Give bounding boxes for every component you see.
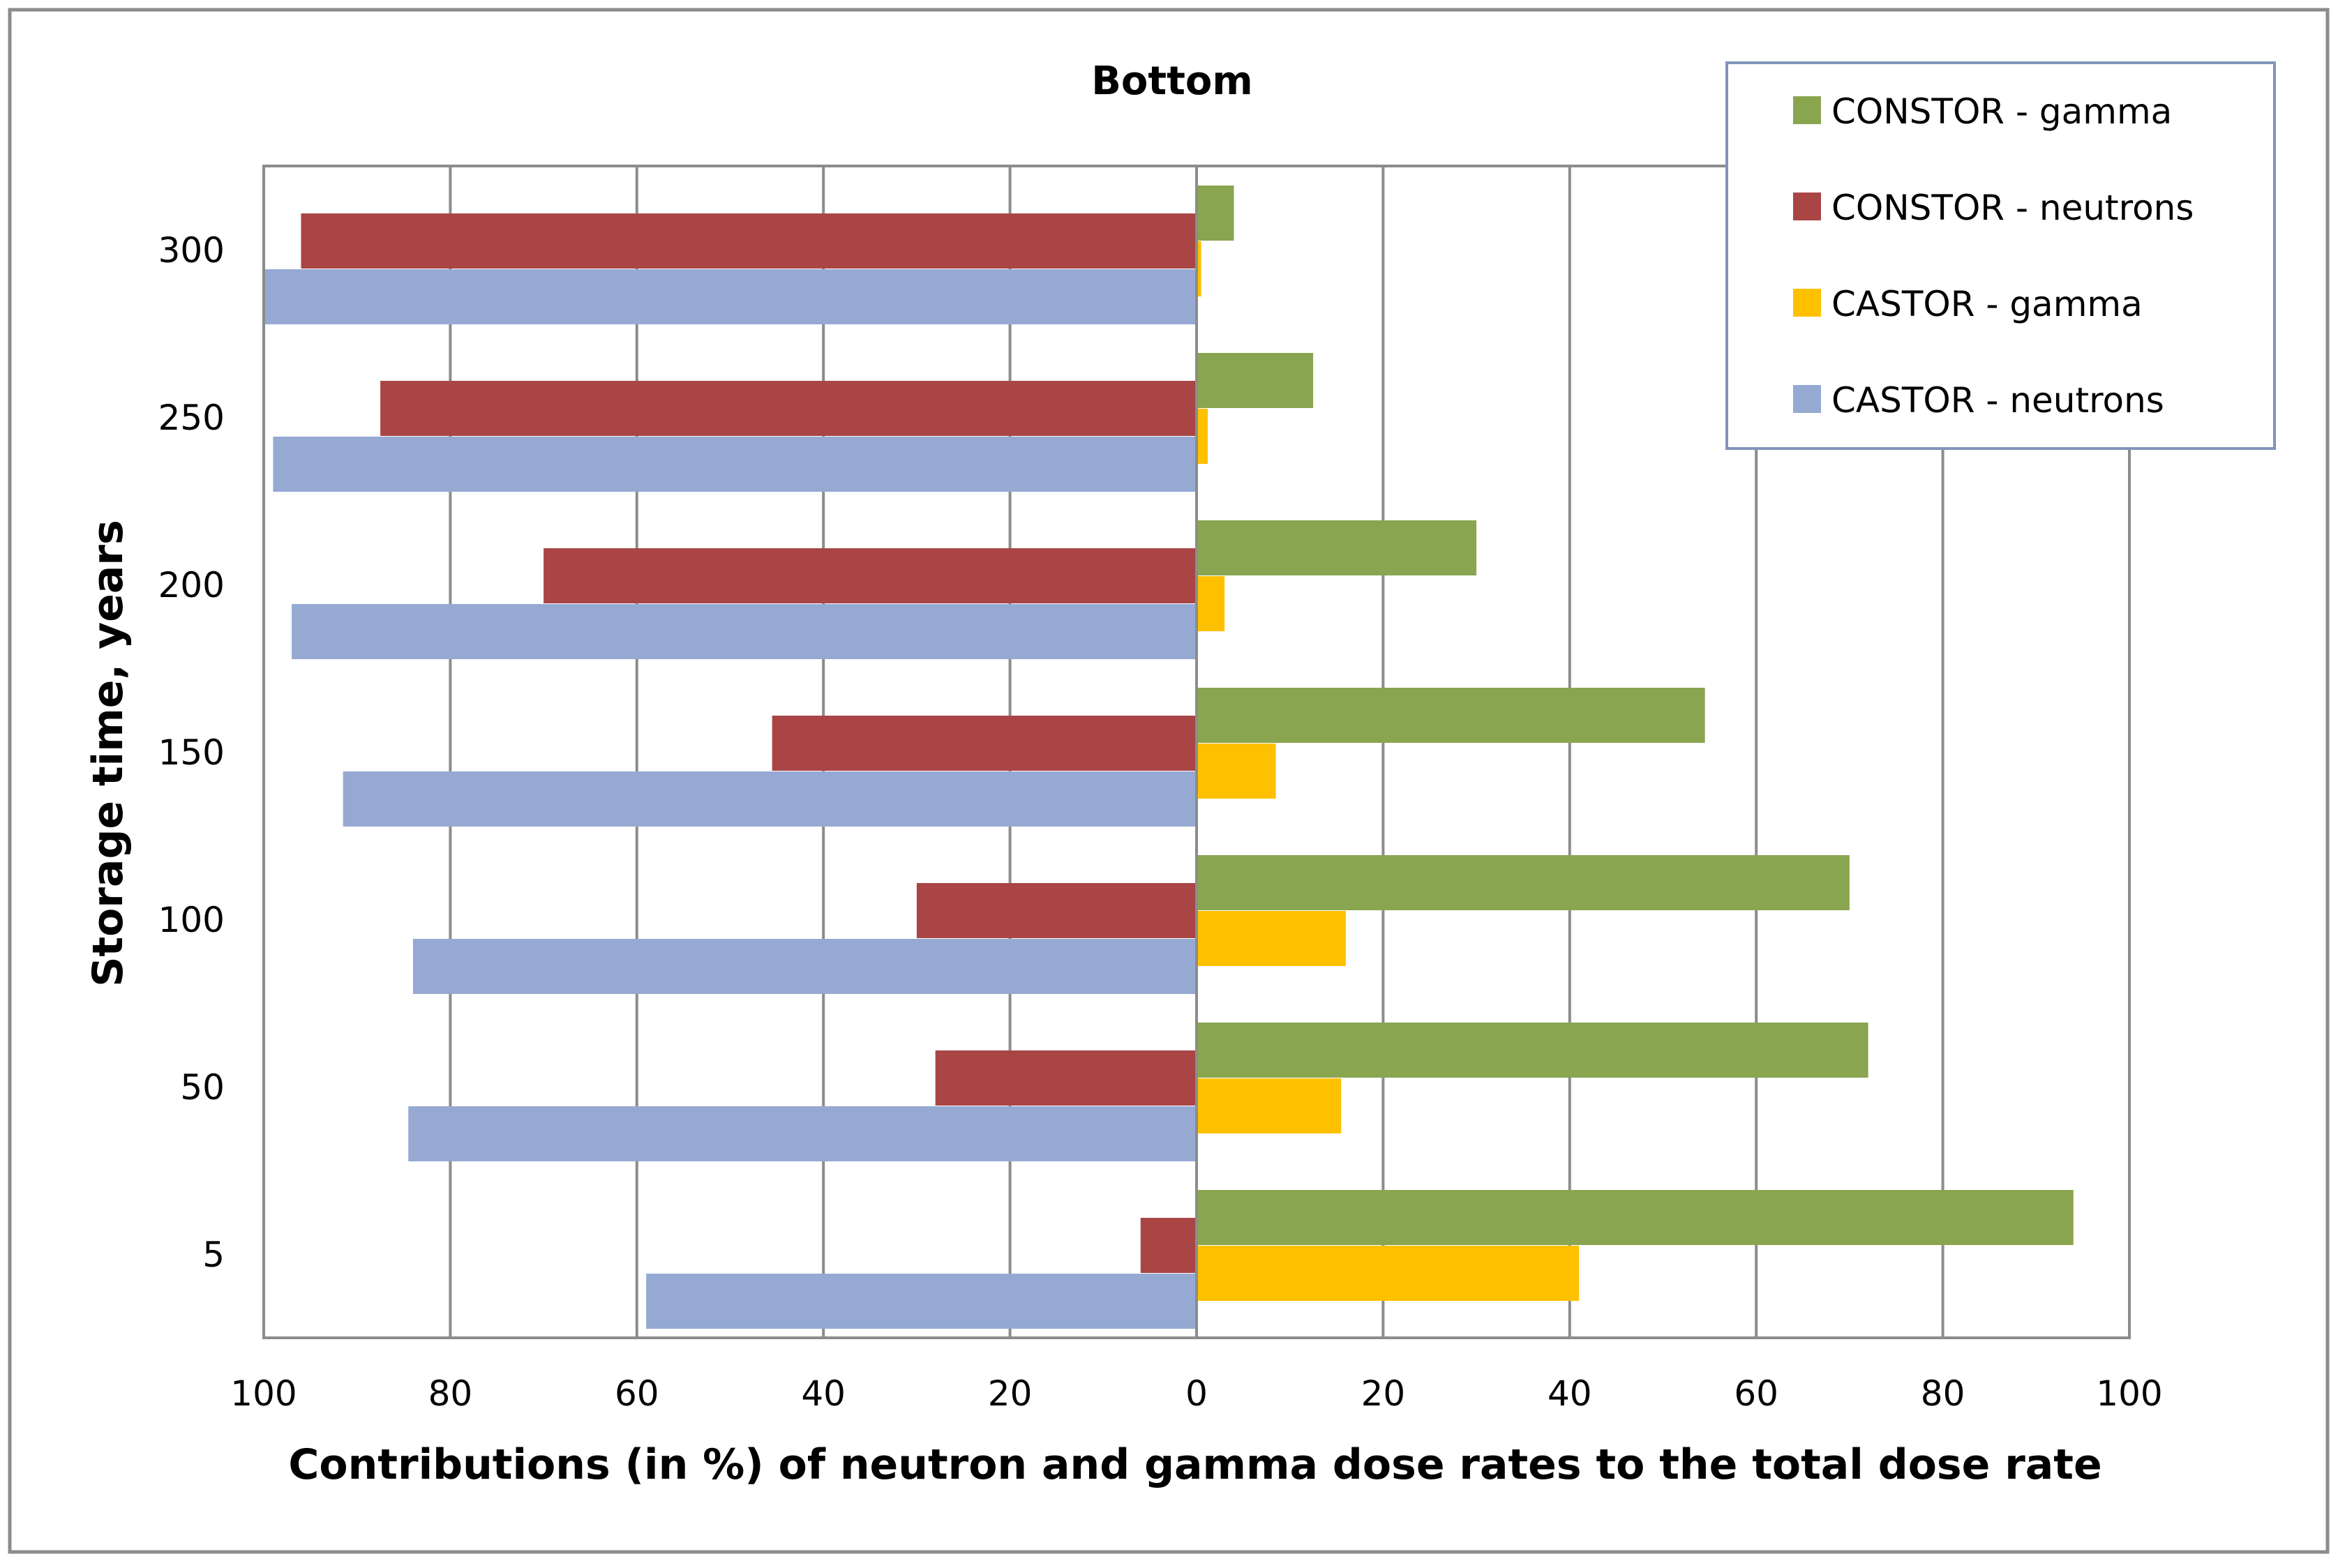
legend-swatch <box>1793 385 1821 413</box>
x-axis-title: Contributions (in %) of neutron and gamm… <box>288 1440 2101 1489</box>
legend-label: CASTOR - neutrons <box>1831 380 2164 421</box>
bar-castor-neutrons <box>273 437 1197 492</box>
y-tick-label: 5 <box>202 1235 225 1275</box>
y-tick-label: 100 <box>158 900 225 940</box>
y-tick-label: 150 <box>158 732 225 773</box>
bar-castor-neutrons <box>408 1106 1197 1161</box>
legend-swatch <box>1793 289 1821 317</box>
legend-swatch <box>1793 96 1821 124</box>
bar-constor-gamma <box>1197 520 1477 575</box>
y-tick-label: 250 <box>158 398 225 438</box>
bar-castor-gamma <box>1197 241 1201 296</box>
legend-swatch <box>1793 193 1821 220</box>
bar-constor-gamma <box>1197 1023 1868 1078</box>
y-tick-label: 200 <box>158 565 225 605</box>
bar-castor-gamma <box>1197 744 1276 799</box>
legend: CONSTOR - gamma CONSTOR - neutrons CASTOR … <box>1725 61 2276 450</box>
x-tick-label: 80 <box>428 1373 473 1414</box>
legend-label: CASTOR - gamma <box>1831 284 2143 324</box>
bar-castor-gamma <box>1197 409 1208 464</box>
y-axis-title: Storage time, years <box>84 520 133 986</box>
y-tick-label: 50 <box>180 1067 225 1108</box>
x-tick-label: 40 <box>801 1373 846 1414</box>
x-tick-label: 40 <box>1548 1373 1592 1414</box>
chart-title: Bottom <box>1091 59 1253 104</box>
legend-box <box>1725 61 2276 450</box>
bar-constor-gamma <box>1197 855 1850 910</box>
bar-castor-gamma <box>1197 576 1225 631</box>
x-tick-label: 60 <box>615 1373 659 1414</box>
legend-label: CONSTOR - neutrons <box>1831 188 2194 228</box>
bar-constor-neutrons <box>544 548 1197 603</box>
bar-castor-neutrons <box>264 269 1197 324</box>
x-tick-label: 80 <box>1921 1373 1965 1414</box>
x-tick-label: 20 <box>988 1373 1033 1414</box>
bar-castor-neutrons <box>292 604 1197 659</box>
x-tick-label: 100 <box>230 1373 297 1414</box>
bar-constor-neutrons <box>935 1050 1197 1106</box>
x-tick-label: 100 <box>2096 1373 2162 1414</box>
axis-layer: 100 80 60 40 20 0 20 40 60 80 10055010015020025030… <box>158 166 2163 1414</box>
y-tick-label: 300 <box>158 230 225 271</box>
bar-castor-neutrons <box>646 1274 1197 1329</box>
bar-constor-gamma <box>1197 688 1705 743</box>
bar-constor-neutrons <box>916 883 1197 938</box>
bar-constor-neutrons <box>1140 1218 1197 1273</box>
bar-constor-gamma <box>1197 353 1314 408</box>
x-tick-label: 20 <box>1361 1373 1406 1414</box>
bar-constor-neutrons <box>380 381 1197 436</box>
bar-constor-neutrons <box>301 213 1197 269</box>
bar-layer <box>264 186 2074 1329</box>
bar-constor-gamma <box>1197 1190 2074 1245</box>
bar-constor-neutrons <box>772 716 1197 771</box>
bar-castor-gamma <box>1197 1246 1580 1301</box>
bar-castor-neutrons <box>412 939 1197 994</box>
bar-castor-gamma <box>1197 911 1346 966</box>
bar-castor-neutrons <box>343 771 1197 827</box>
legend-items: CONSTOR - gamma CONSTOR - neutrons CASTOR … <box>1793 91 2194 421</box>
x-tick-label: 60 <box>1734 1373 1778 1414</box>
legend-label: CONSTOR - gamma <box>1831 91 2172 132</box>
x-tick-label: 0 <box>1185 1373 1208 1414</box>
bar-castor-gamma <box>1197 1078 1342 1133</box>
bar-constor-gamma <box>1197 186 1234 241</box>
